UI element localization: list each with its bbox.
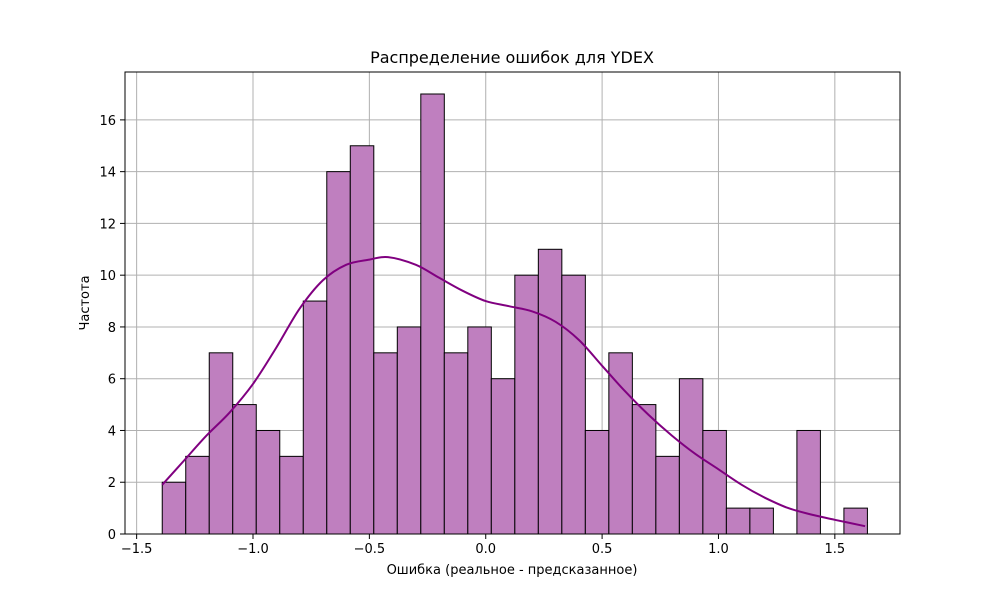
kde-curve	[161, 255, 866, 528]
y-tick-label: 14	[99, 166, 116, 181]
y-tick-label: 8	[108, 321, 116, 336]
x-tick-label: 0.5	[592, 542, 613, 557]
histogram-bar	[443, 352, 469, 535]
histogram-bar	[537, 248, 563, 535]
histogram-bar	[349, 145, 375, 535]
histogram-bar	[796, 429, 821, 535]
histogram-bar	[185, 455, 210, 535]
histogram-bar	[702, 429, 727, 535]
histogram-bar	[725, 507, 751, 535]
y-tick-label: 2	[108, 476, 116, 491]
histogram-bar	[279, 455, 304, 535]
histogram-bar	[396, 326, 422, 535]
x-tick-label: −0.5	[354, 542, 386, 557]
histogram-bar	[232, 404, 257, 535]
histogram-bars	[161, 93, 868, 535]
x-tick-label: 0.0	[475, 542, 496, 557]
y-axis-label: Частота	[78, 275, 93, 330]
plot-frame	[124, 71, 901, 535]
x-axis-ticks: −1.5 −1.0 −0.5 0.0 0.5 1.0 1.5	[121, 534, 845, 557]
histogram-bar	[584, 429, 610, 535]
y-tick-label: 4	[108, 424, 116, 439]
histogram-bar	[326, 171, 351, 535]
histogram-bar	[514, 274, 539, 535]
histogram-bar	[655, 455, 680, 535]
histogram-bar	[373, 352, 398, 535]
histogram-bar	[255, 429, 281, 535]
histogram-bar	[631, 404, 657, 535]
histogram-bar	[749, 507, 774, 535]
y-tick-label: 16	[99, 114, 116, 129]
y-axis-ticks: 0 2 4 6 8 10 12 14 16	[99, 114, 125, 543]
y-tick-label: 0	[108, 528, 116, 543]
histogram-bar	[208, 352, 234, 535]
y-tick-label: 10	[99, 269, 116, 284]
chart-title: Распределение ошибок для YDEX	[370, 48, 654, 67]
histogram-bar	[608, 352, 633, 535]
y-tick-label: 12	[99, 217, 116, 232]
histogram-bar	[302, 300, 328, 535]
histogram-bar	[467, 326, 492, 535]
x-tick-label: 1.5	[824, 542, 845, 557]
x-axis-label: Ошибка (реальное - предсказанное)	[387, 563, 638, 578]
x-tick-label: −1.0	[237, 542, 269, 557]
histogram-bar	[161, 481, 187, 535]
y-tick-label: 6	[108, 373, 116, 388]
histogram-bar	[561, 274, 586, 535]
histogram-bar	[490, 378, 516, 535]
x-tick-label: −1.5	[121, 542, 153, 557]
x-tick-label: 1.0	[708, 542, 729, 557]
histogram-bar	[843, 507, 868, 535]
histogram-bar	[420, 93, 445, 535]
